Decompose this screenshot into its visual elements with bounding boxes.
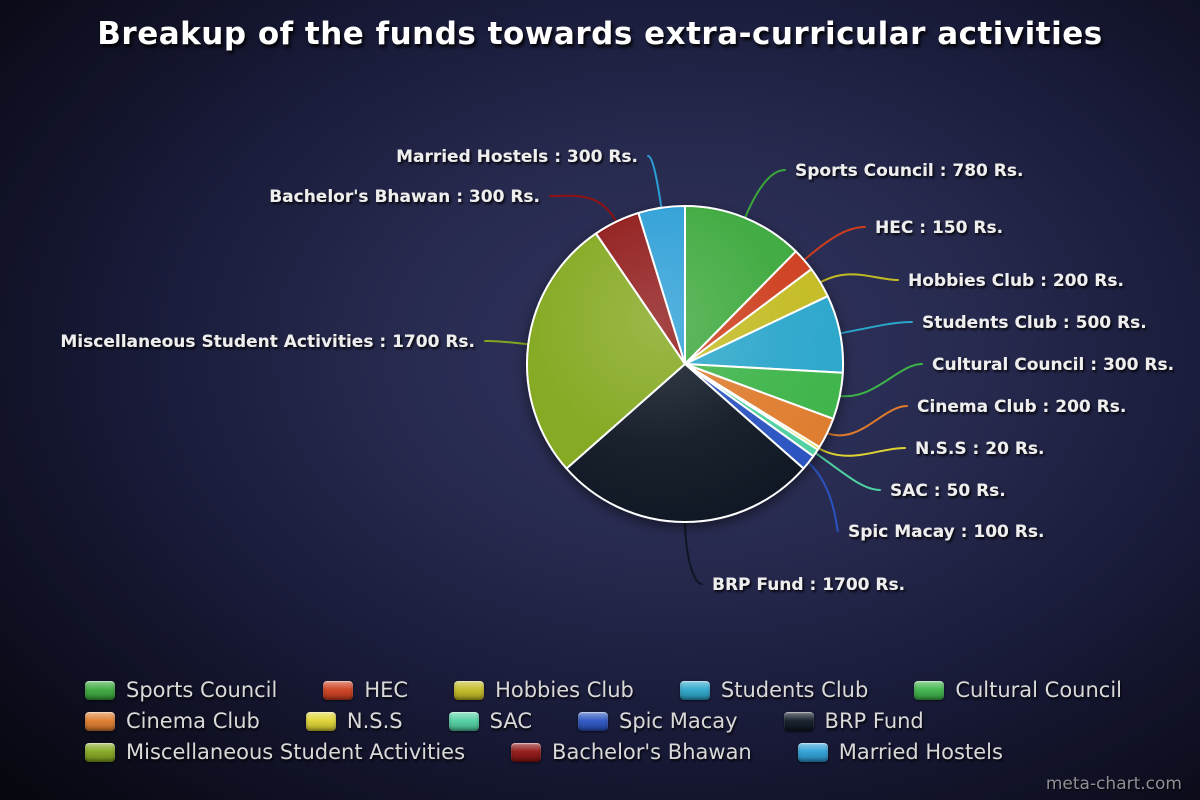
legend-label: Spic Macay: [619, 709, 738, 733]
slice-label-sac: SAC : 50 Rs.: [890, 481, 1006, 501]
legend-item-cinema-club: Cinema Club: [85, 709, 260, 733]
legend-label: Bachelor's Bhawan: [552, 740, 752, 764]
legend-swatch-hec: [323, 680, 354, 700]
legend-item-spic-macay: Spic Macay: [578, 709, 738, 733]
leader-line-students-club: [835, 321, 913, 336]
legend-swatch-sports-council: [85, 680, 115, 700]
legend-row: Sports Council HEC Hobbies Club Students Cl…: [85, 678, 1175, 702]
legend-swatch-spic-macay: [578, 711, 608, 731]
legend-item-hobbies-club: Hobbies Club: [454, 678, 634, 702]
leader-line-sports-council: [742, 169, 786, 223]
legend-label: Cinema Club: [126, 709, 260, 733]
slice-label-spic-macay: Spic Macay : 100 Rs.: [848, 522, 1044, 542]
legend-label: Miscellaneous Student Activities: [126, 740, 466, 764]
legend-item-miscellaneous-student-activities: Miscellaneous Student Activities: [85, 740, 465, 764]
legend-label: SAC: [489, 709, 532, 733]
legend-swatch-bachelor-s-bhawan: [511, 742, 542, 762]
leader-line-miscellaneous-student-activities: [484, 339, 534, 346]
chart-title: Breakup of the funds towards extra-curri…: [97, 16, 1103, 52]
slice-label-hobbies-club: Hobbies Club : 200 Rs.: [908, 271, 1124, 291]
legend-swatch-hobbies-club: [454, 680, 485, 700]
leader-line-hobbies-club: [815, 273, 899, 286]
legend-row: Cinema Club N.S.S SAC Spic Macay BRP Fund: [85, 709, 1175, 733]
leader-line-cultural-council: [834, 363, 923, 398]
legend-swatch-cultural-council: [914, 680, 945, 700]
legend-item-sac: SAC: [448, 709, 532, 733]
pie-slices-group: [526, 204, 845, 523]
leader-line-n-s-s: [814, 445, 906, 457]
slice-label-married-hostels: Married Hostels : 300 Rs.: [396, 147, 638, 167]
pie-chart: Sports Council : 780 Rs. HEC : 150 Rs. Hob…: [60, 147, 1174, 595]
legend-swatch-cinema-club: [85, 711, 115, 731]
slice-labels-group: Sports Council : 780 Rs. HEC : 150 Rs. Hob…: [60, 147, 1174, 595]
legend-item-n-s-s: N.S.S: [305, 709, 403, 733]
slice-label-miscellaneous-student-activities: Miscellaneous Student Activities : 1700 …: [60, 332, 475, 352]
legend-swatch-students-club: [679, 680, 710, 700]
legend-item-students-club: Students Club: [679, 678, 869, 702]
legend-swatch-miscellaneous-student-activities: [85, 742, 115, 762]
slice-label-bachelor-s-bhawan: Bachelor's Bhawan : 300 Rs.: [269, 187, 540, 207]
watermark-text: meta-chart.com: [1045, 774, 1182, 794]
leader-line-married-hostels: [647, 155, 663, 213]
slice-label-n-s-s: N.S.S : 20 Rs.: [915, 439, 1045, 459]
legend-label: Hobbies Club: [495, 678, 634, 702]
legend-swatch-married-hostels: [797, 742, 828, 762]
legend-item-married-hostels: Married Hostels: [797, 740, 1003, 764]
leader-line-spic-macay: [804, 459, 839, 532]
legend-item-cultural-council: Cultural Council: [914, 678, 1122, 702]
legend-row: Miscellaneous Student Activities Bachelor…: [85, 740, 1175, 764]
legend-swatch-n-s-s: [305, 711, 336, 731]
legend-label: Married Hostels: [838, 740, 1003, 764]
slice-label-brp-fund: BRP Fund : 1700 Rs.: [712, 575, 905, 595]
legend-item-sports-council: Sports Council: [85, 678, 277, 702]
legend-swatch-sac: [448, 711, 479, 731]
slice-label-students-club: Students Club : 500 Rs.: [922, 313, 1147, 333]
leader-line-bachelor-s-bhawan: [549, 194, 620, 227]
legend-item-bachelor-s-bhawan: Bachelor's Bhawan: [511, 740, 752, 764]
leader-line-brp-fund: [684, 517, 703, 585]
legend-label: Cultural Council: [955, 678, 1123, 702]
legend-swatch-brp-fund: [783, 711, 814, 731]
legend-item-hec: HEC: [323, 678, 408, 702]
chart-legend: Sports Council HEC Hobbies Club Students Cl…: [85, 678, 1175, 771]
slice-label-cultural-council: Cultural Council : 300 Rs.: [932, 355, 1174, 375]
legend-label: N.S.S: [346, 709, 403, 733]
legend-item-brp-fund: BRP Fund: [783, 709, 924, 733]
legend-label: BRP Fund: [824, 709, 924, 733]
slice-label-sports-council: Sports Council : 780 Rs.: [795, 161, 1023, 181]
slice-label-cinema-club: Cinema Club : 200 Rs.: [917, 397, 1126, 417]
legend-label: HEC: [364, 678, 409, 702]
legend-label: Students Club: [720, 678, 869, 702]
legend-label: Sports Council: [126, 678, 278, 702]
leader-line-hec: [800, 226, 866, 264]
slice-label-hec: HEC : 150 Rs.: [875, 218, 1003, 238]
